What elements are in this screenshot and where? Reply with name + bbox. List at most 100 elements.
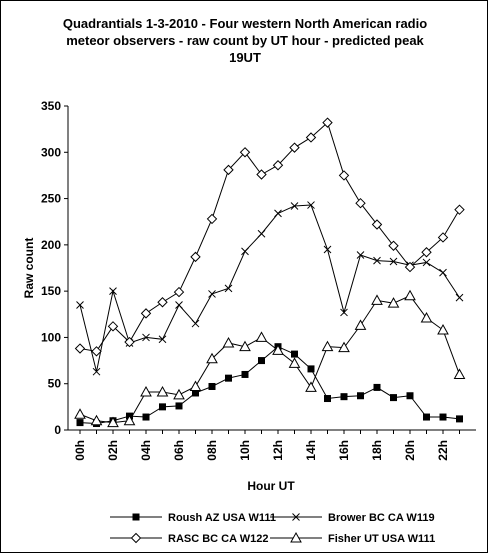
data-point-series-1 [423, 413, 430, 421]
x-tick-label: 16h [337, 440, 351, 461]
y-tick-label: 200 [41, 238, 61, 252]
data-point-series-1 [324, 395, 331, 403]
data-point-series-4 [437, 323, 449, 335]
x-marker-stroke [389, 257, 398, 266]
x-marker-stroke [422, 258, 431, 267]
x-marker-stroke [224, 284, 233, 293]
series-line-2 [79, 204, 460, 372]
x-marker-stroke [142, 333, 150, 342]
y-tick-label: 100 [41, 330, 61, 344]
legend-label-1: Roush AZ USA W111 [168, 512, 276, 524]
x-marker-stroke [158, 335, 167, 344]
x-tick-label: 10h [238, 440, 252, 461]
y-tick-label: 50 [48, 377, 62, 391]
data-point-series-3 [355, 197, 366, 209]
x-marker-stroke [241, 247, 249, 256]
data-point-series-3 [239, 147, 251, 158]
data-point-series-4 [189, 380, 202, 391]
data-point-series-4 [90, 414, 103, 426]
data-point-series-2 [389, 257, 398, 266]
y-tick-label: 350 [41, 99, 61, 113]
data-point-series-3 [107, 321, 119, 332]
data-point-series-3 [338, 170, 350, 181]
data-point-series-1 [357, 392, 364, 400]
data-point-series-2 [109, 287, 117, 295]
x-marker-stroke [191, 319, 200, 328]
x-marker-stroke [340, 308, 348, 317]
data-point-series-3 [157, 297, 168, 308]
data-point-series-4 [420, 311, 433, 323]
x-tick-label: 18h [370, 440, 384, 461]
y-tick-label: 150 [41, 284, 61, 298]
x-marker-stroke [208, 290, 216, 298]
x-tick-label: 14h [304, 440, 318, 461]
data-point-series-3 [190, 251, 201, 263]
legend-marker-4 [290, 531, 302, 543]
data-point-series-1 [390, 394, 397, 402]
data-point-series-3 [272, 160, 284, 171]
x-tick-label: 02h [106, 440, 120, 461]
data-point-series-3 [322, 117, 333, 128]
data-point-series-3 [256, 169, 267, 180]
x-tick-label: 06h [172, 440, 186, 461]
x-marker-stroke [290, 202, 299, 210]
data-point-series-3 [91, 346, 102, 357]
data-point-series-3 [454, 204, 465, 215]
data-point-series-1 [373, 383, 381, 391]
x-marker-stroke [92, 367, 101, 376]
data-point-series-1 [340, 393, 348, 401]
x-marker-stroke [323, 245, 332, 254]
data-point-series-1 [258, 357, 265, 365]
x-marker-stroke [257, 229, 266, 238]
data-point-series-1 [225, 374, 232, 382]
data-point-series-3 [404, 261, 416, 273]
data-point-series-1 [142, 413, 150, 421]
data-point-series-4 [305, 381, 317, 392]
data-point-series-4 [156, 386, 169, 397]
x-marker-stroke [109, 287, 117, 295]
data-point-series-2 [356, 251, 365, 259]
legend-label-4: Fisher UT USA W111 [328, 533, 435, 545]
data-point-series-1 [192, 389, 199, 397]
data-point-series-4 [288, 357, 301, 368]
data-point-series-4 [272, 344, 284, 355]
x-marker-stroke [292, 513, 300, 521]
data-point-series-4 [371, 294, 383, 305]
data-point-series-4 [107, 416, 119, 428]
data-point-series-2 [340, 308, 348, 317]
data-point-series-1 [291, 350, 298, 358]
data-point-series-4 [173, 388, 185, 400]
chart-title-line-3: 19UT [229, 50, 261, 65]
x-tick-label: 08h [205, 440, 219, 461]
data-point-series-2 [422, 258, 431, 267]
data-point-series-1 [406, 392, 414, 400]
data-point-series-2 [175, 301, 183, 309]
data-point-series-2 [257, 229, 266, 238]
data-point-series-4 [123, 414, 136, 426]
data-point-series-2 [208, 290, 216, 298]
x-tick-label: 04h [139, 440, 153, 461]
x-marker-stroke [373, 256, 381, 265]
data-point-series-4 [239, 340, 251, 352]
data-point-series-4 [453, 368, 466, 379]
legend-label-2: Brower BC CA W119 [328, 512, 435, 524]
data-point-series-1 [159, 403, 166, 411]
x-marker-stroke [175, 301, 183, 309]
x-marker-stroke [439, 268, 447, 277]
data-point-series-2 [224, 284, 233, 293]
chart-title-line-2: meteor observers - raw count by UT hour … [66, 33, 424, 48]
data-point-series-1 [439, 413, 447, 421]
x-marker-stroke [455, 293, 464, 302]
y-tick-label: 300 [41, 145, 61, 159]
data-point-series-4 [338, 341, 350, 353]
x-tick-label: 12h [271, 440, 285, 461]
data-point-series-3 [74, 343, 86, 354]
data-point-series-4 [222, 336, 235, 348]
data-point-series-2 [158, 335, 167, 344]
data-point-series-4 [206, 352, 218, 364]
x-tick-label: 22h [436, 440, 450, 461]
data-point-series-3 [124, 336, 135, 348]
series-line-4 [79, 295, 460, 424]
data-point-series-4 [404, 289, 416, 301]
